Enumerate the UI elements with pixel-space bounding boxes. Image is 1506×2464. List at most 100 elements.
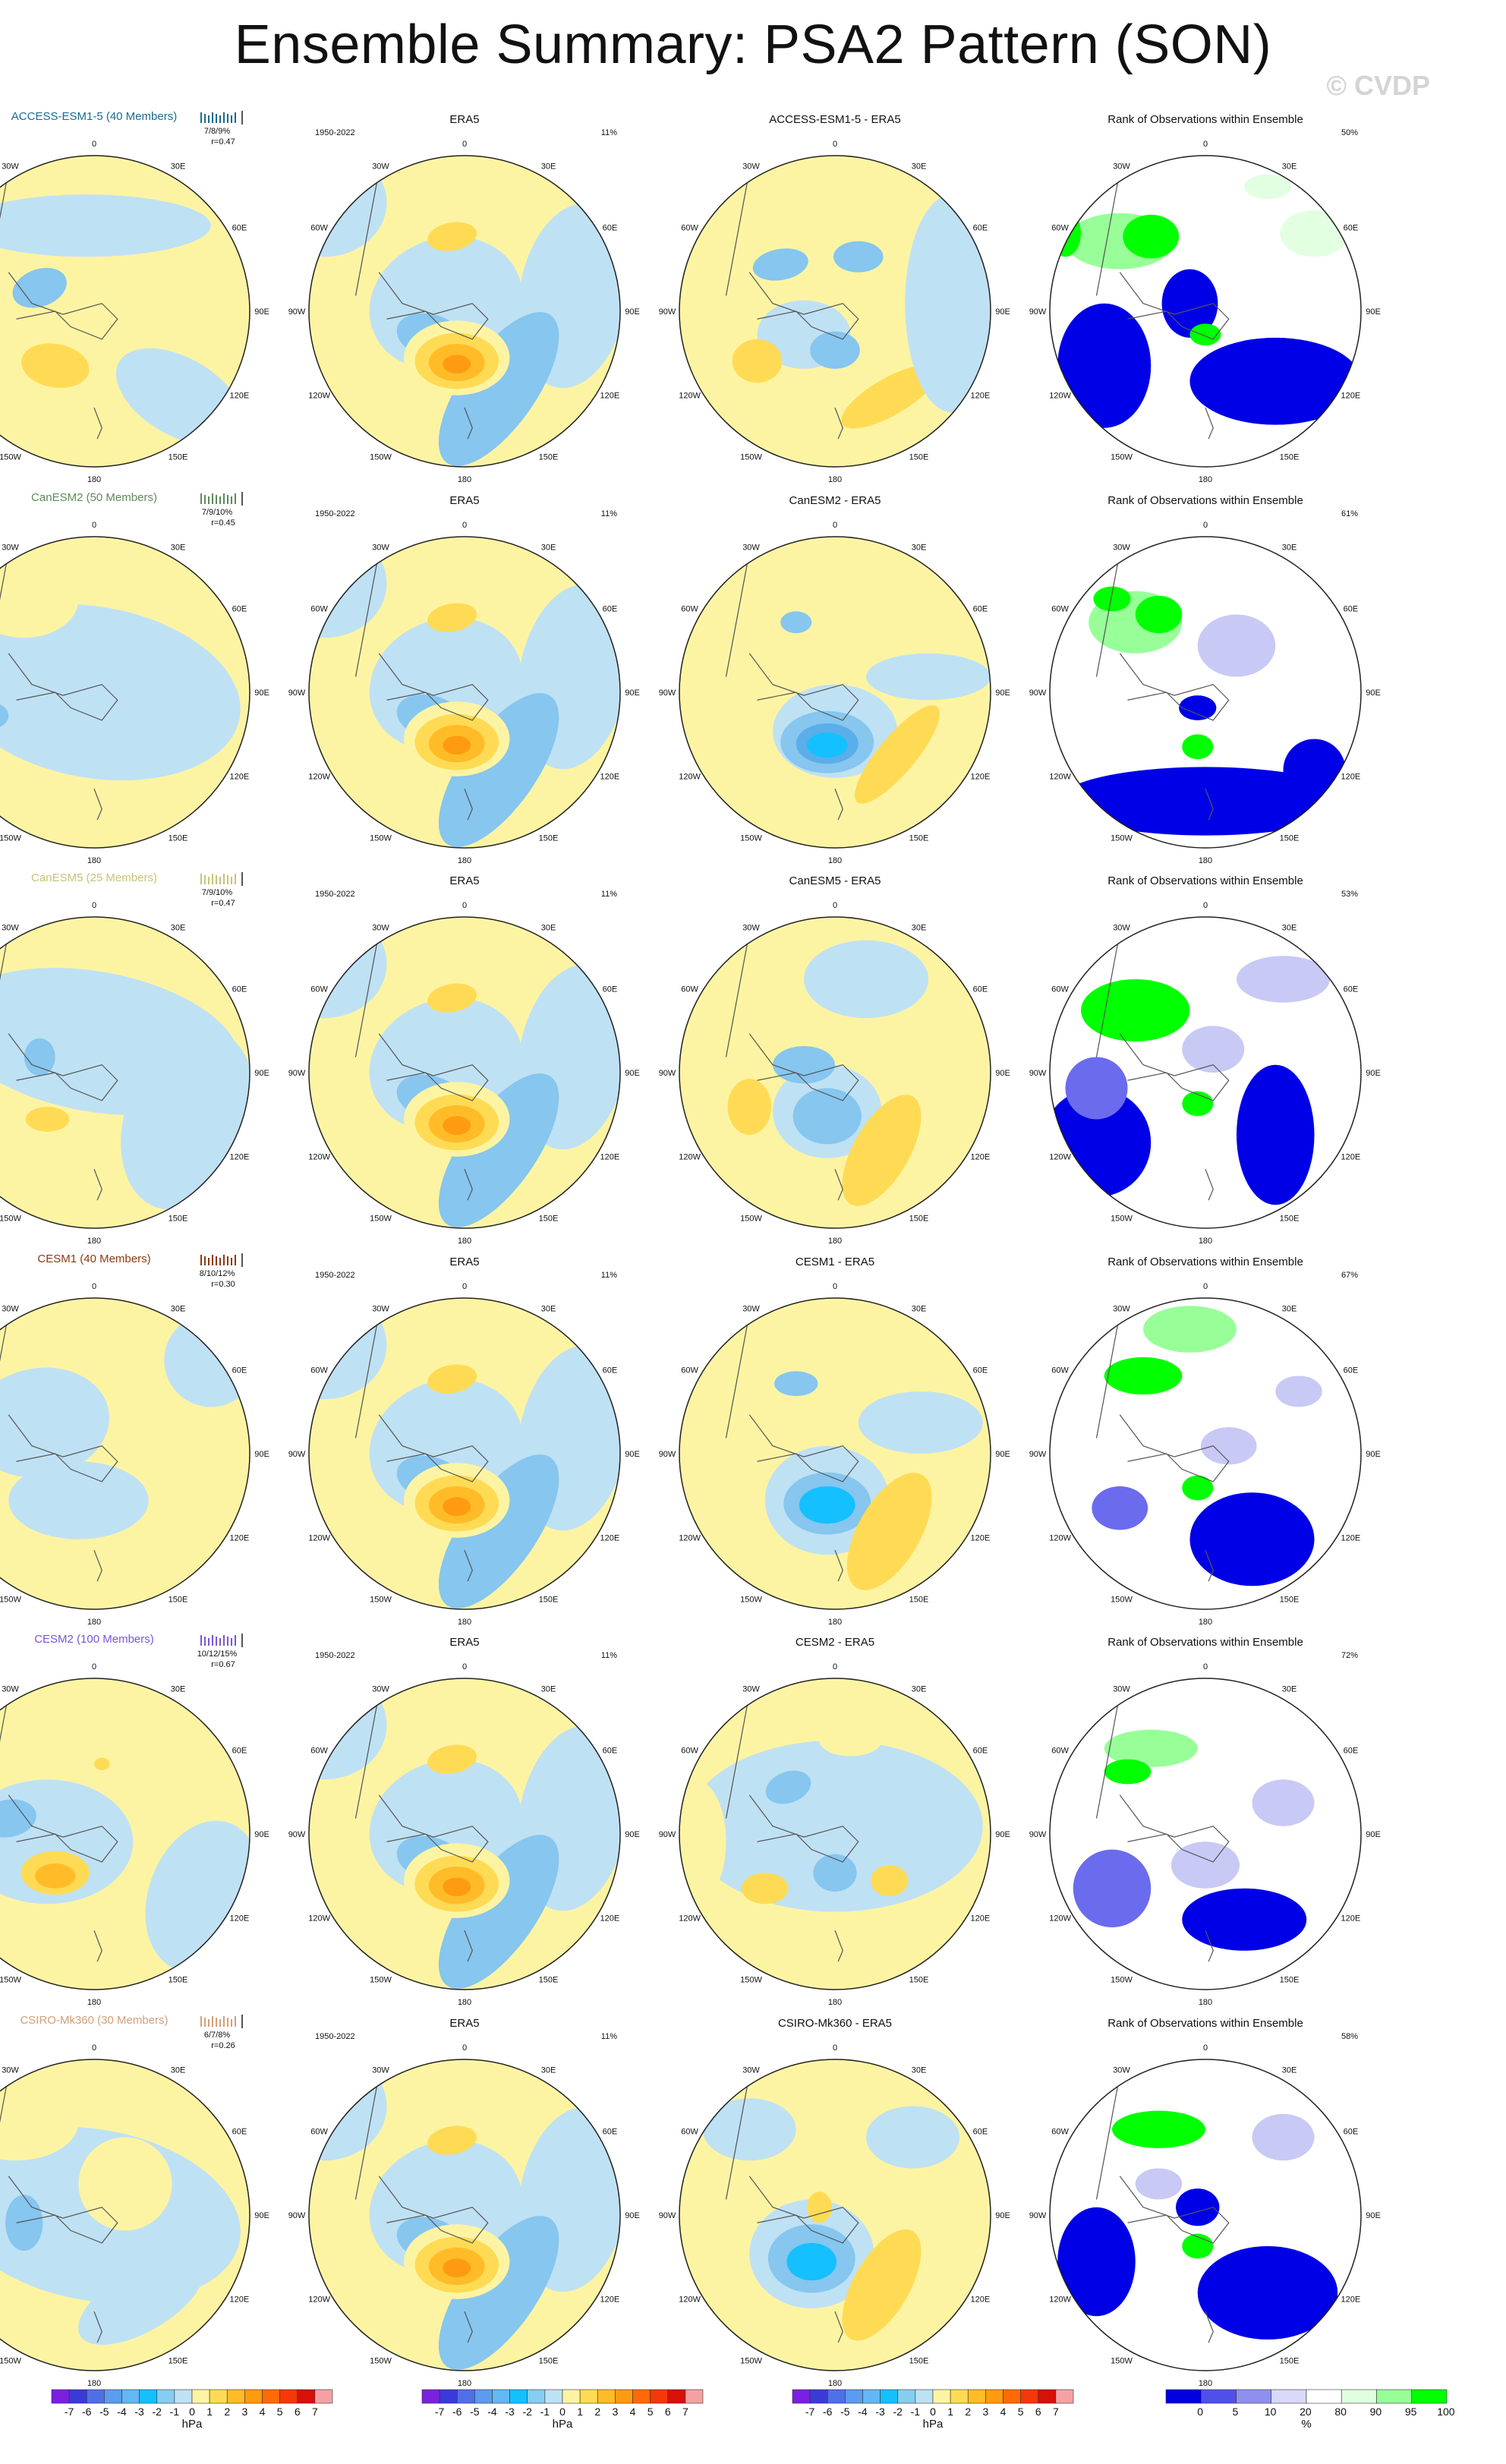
colorbar-unit: hPa	[923, 2418, 944, 2431]
pattern-contour	[21, 343, 90, 389]
spread-stat: 7/9/10%	[202, 888, 233, 897]
longitude-label: 60E	[603, 605, 618, 614]
era5-map: 0 30E 60E 90E 120E 150E 180 150W 120W 90W 60W 30W ER…	[288, 1636, 640, 2007]
colorbar-tick: 0	[930, 2406, 936, 2418]
map-border	[679, 916, 991, 1229]
spread-stat: 8/10/12%	[200, 1269, 235, 1278]
longitude-label: 90E	[254, 2211, 269, 2220]
longitude-label: 60W	[1051, 1747, 1069, 1756]
pattern-contour	[858, 1391, 983, 1454]
longitude-label: 90W	[659, 1450, 676, 1459]
colorbar-swatch	[279, 2389, 298, 2404]
model-map: 030E60E90E120E150E180150W120W90W60W30WCa…	[0, 871, 269, 1246]
colorbar-swatch	[985, 2389, 1003, 2404]
longitude-label: 150W	[0, 1975, 21, 1984]
longitude-label: 150W	[740, 1214, 762, 1223]
longitude-label: 30W	[2, 924, 19, 933]
longitude-label: 30W	[1113, 1305, 1130, 1314]
longitude-label: 120E	[971, 1914, 991, 1924]
rank-cluster	[1237, 1064, 1315, 1205]
longitude-label: 90W	[288, 2211, 306, 2220]
longitude-label: 150E	[1280, 833, 1300, 843]
colorbar-swatch	[51, 2389, 70, 2404]
rank-cluster	[1050, 210, 1081, 257]
colorbar-tick: -3	[875, 2406, 885, 2418]
pattern-contour	[427, 603, 477, 632]
map-border	[308, 916, 621, 1229]
pattern-contour	[810, 331, 860, 369]
pattern-contour	[5, 2195, 43, 2251]
longitude-label: 30W	[742, 1305, 760, 1314]
longitude-label: 150W	[370, 1595, 392, 1604]
longitude-label: 90E	[625, 1830, 640, 1839]
longitude-label: 0	[1203, 521, 1208, 530]
longitude-label: 60E	[1344, 605, 1359, 614]
longitude-label: 150E	[909, 833, 929, 843]
longitude-label: 30E	[541, 2066, 556, 2075]
ensemble-spread-tick	[212, 2016, 213, 2027]
colorbar-unit: %	[1301, 2418, 1311, 2431]
colorbar-swatch	[1003, 2389, 1021, 2404]
longitude-label: 120E	[971, 392, 991, 401]
colorbar-tick: -4	[117, 2406, 127, 2418]
pattern-contour	[841, 365, 938, 429]
longitude-label: 120W	[308, 2295, 330, 2305]
longitude-label: 60E	[973, 2128, 988, 2137]
model-map: 030E60E90E120E150E180150W120W90W60W30WCS…	[0, 2014, 269, 2388]
coastline-nz	[464, 1168, 473, 1201]
colorbar-tick: 3	[612, 2406, 618, 2418]
longitude-label: 150E	[909, 1214, 929, 1223]
coastline	[748, 2176, 859, 2244]
period-label: 1950-2022	[315, 128, 355, 137]
rank-cluster	[1252, 1779, 1315, 1826]
longitude-label: 60E	[232, 1366, 247, 1375]
longitude-label: 30W	[372, 2066, 389, 2075]
colorbar-swatch	[650, 2389, 669, 2404]
longitude-label: 150W	[1111, 2356, 1133, 2365]
longitude-label: 150W	[740, 1595, 762, 1604]
colorbar-swatch	[86, 2389, 105, 2404]
longitude-label: 60W	[1051, 224, 1069, 233]
longitude-label: 60E	[973, 1366, 988, 1375]
colorbar-tick: 3	[241, 2406, 247, 2418]
coastline-nz	[834, 2311, 843, 2343]
coastline	[378, 1794, 489, 1863]
longitude-label: 60E	[1344, 1747, 1359, 1756]
longitude-label: 120E	[1341, 2295, 1361, 2305]
longitude-label: 90E	[254, 1450, 269, 1459]
period-label: 1950-2022	[315, 1271, 355, 1280]
cvdp-credit: © CVDP	[1326, 70, 1430, 101]
coastline-nz	[464, 788, 473, 821]
colorbar-swatch	[562, 2389, 581, 2404]
longitude-label: 0	[1203, 1662, 1208, 1672]
colorbar-tick: 4	[1000, 2406, 1007, 2418]
colorbar-tick: 5	[277, 2406, 283, 2418]
coastline	[378, 1414, 489, 1482]
variance-pct: 11%	[601, 2032, 617, 2041]
colorbar-swatch	[1376, 2389, 1413, 2404]
longitude-label: 60W	[681, 1747, 698, 1756]
ensemble-spread-tick	[212, 112, 213, 123]
longitude-label: 90E	[995, 307, 1010, 317]
obs-title: ERA5	[449, 874, 479, 887]
colorbar-swatch	[527, 2389, 546, 2404]
coastline	[378, 2176, 489, 2244]
pattern-contour	[687, 1741, 983, 1912]
longitude-label: 30W	[2, 544, 19, 553]
longitude-label: 120W	[679, 392, 701, 401]
pattern-correlation: r=0.30	[211, 1280, 235, 1289]
coastline	[1119, 653, 1230, 721]
pattern-correlation: r=0.67	[211, 1660, 235, 1669]
pattern-contour	[78, 2256, 203, 2345]
rank-title: Rank of Observations within Ensemble	[1107, 1256, 1303, 1268]
coastline-samerica	[354, 1313, 380, 1438]
colorbar-swatch	[597, 2389, 616, 2404]
pattern-contour	[833, 241, 884, 273]
pattern-contour	[842, 2229, 922, 2341]
colorbar-swatch	[932, 2389, 951, 2404]
map-border	[308, 2059, 621, 2371]
map-border	[679, 155, 991, 468]
obs-marker	[241, 492, 243, 506]
longitude-label: 0	[1203, 1282, 1208, 1291]
